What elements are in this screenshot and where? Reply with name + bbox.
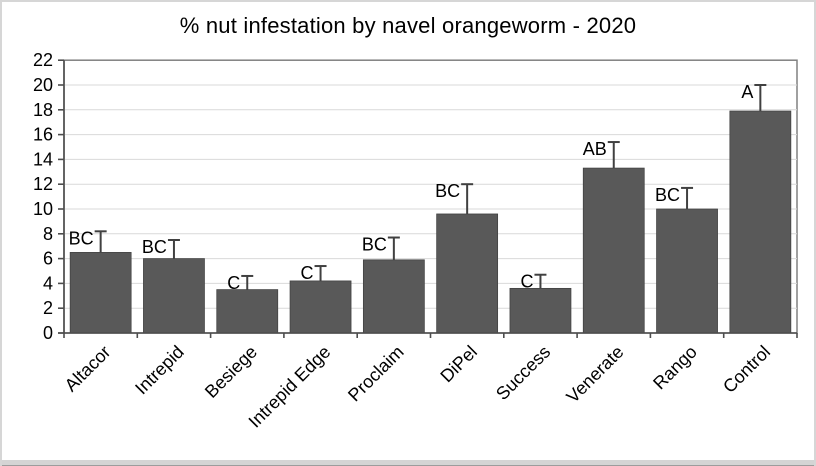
sig-letter: C xyxy=(520,272,533,292)
x-tick-label: Rango xyxy=(649,342,701,394)
bar xyxy=(289,280,352,334)
bar xyxy=(216,289,279,334)
y-tick-label: 22 xyxy=(33,50,53,70)
bar xyxy=(362,259,425,334)
x-tick-label: Proclaim xyxy=(344,342,408,406)
sig-letter: BC xyxy=(435,181,460,201)
bar xyxy=(69,252,132,334)
x-tick-label: Success xyxy=(492,342,554,404)
sig-letter: AB xyxy=(583,139,607,159)
sig-letter: BC xyxy=(142,237,167,257)
y-tick-label: 14 xyxy=(33,149,53,169)
x-tick-label: Altacor xyxy=(61,342,115,396)
y-tick-label: 4 xyxy=(43,273,53,293)
y-tick-label: 10 xyxy=(33,199,53,219)
y-tick-label: 2 xyxy=(43,298,53,318)
y-tick-label: 18 xyxy=(33,100,53,120)
y-tick-label: 16 xyxy=(33,125,53,145)
sig-letter: A xyxy=(741,82,753,102)
bar xyxy=(656,208,718,334)
bar xyxy=(582,167,645,334)
y-tick-label: 12 xyxy=(33,174,53,194)
bar xyxy=(509,287,572,334)
x-tick-label: Venerate xyxy=(562,342,627,407)
x-tick-label: DiPel xyxy=(436,342,481,387)
y-tick-label: 0 xyxy=(43,323,53,343)
bar xyxy=(143,258,205,334)
sig-letter: C xyxy=(227,273,240,293)
y-tick-label: 8 xyxy=(43,224,53,244)
window-bottom-edge xyxy=(2,460,814,466)
bar xyxy=(436,213,499,334)
y-tick-label: 20 xyxy=(33,75,53,95)
bar xyxy=(729,110,792,334)
sig-letter: BC xyxy=(362,235,387,255)
sig-letter: BC xyxy=(69,228,94,248)
chart-title: % nut infestation by navel orangeworm - … xyxy=(179,13,637,38)
x-tick-label: Besiege xyxy=(201,342,261,402)
sig-letter: BC xyxy=(655,185,680,205)
y-tick-label: 6 xyxy=(43,249,53,269)
sig-letter: C xyxy=(301,263,314,283)
x-tick-label: Intrepid xyxy=(131,342,188,399)
x-tick-label: Control xyxy=(719,342,774,397)
